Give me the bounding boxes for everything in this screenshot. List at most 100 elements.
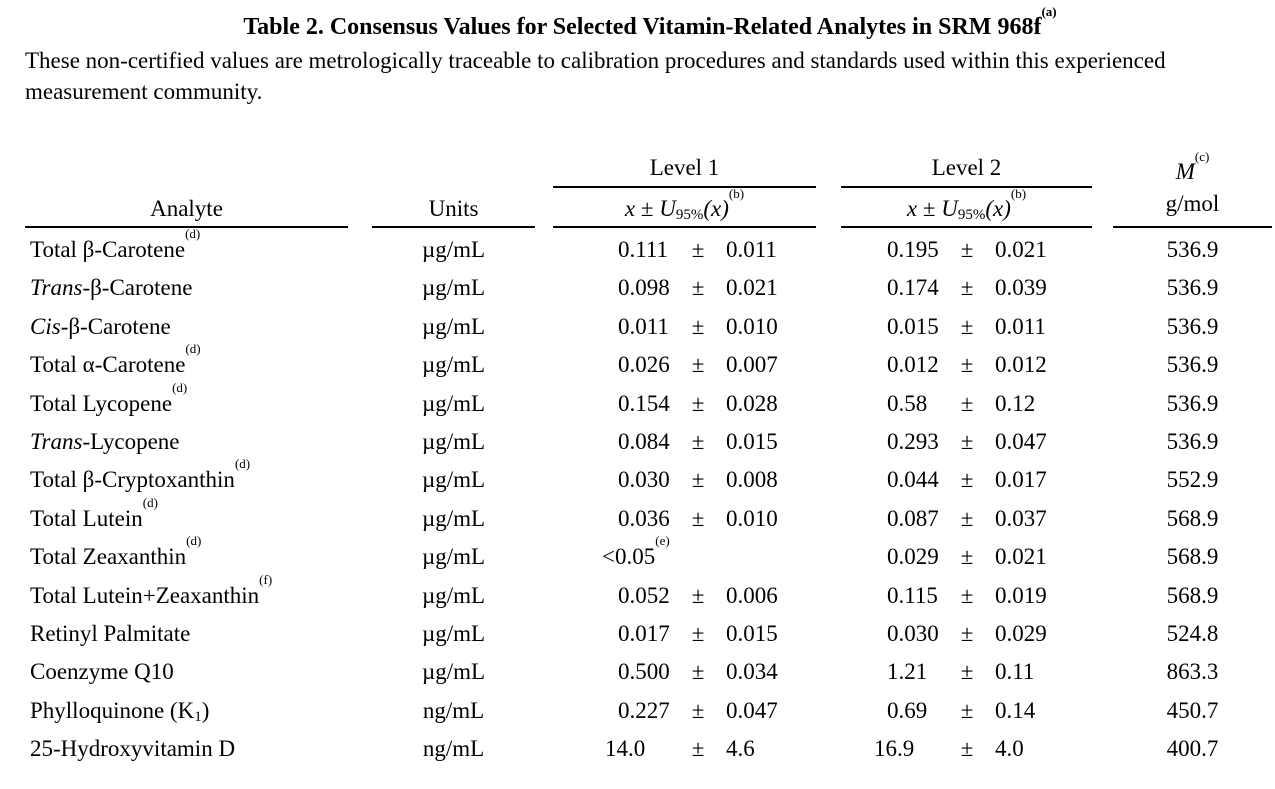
analyte-prefix: Phylloquinone (K xyxy=(30,698,195,723)
analyte-name: Cis-β-Carotene xyxy=(30,313,171,341)
level1-uncertainty: 0.015 xyxy=(726,621,778,646)
analyte-suffix: -β-Carotene xyxy=(60,314,171,339)
level1-value-text: 0.017 xyxy=(618,621,670,646)
level2-plus-minus: ± xyxy=(960,275,974,300)
level1-value: 0.017 xyxy=(618,620,670,648)
analyte-footnote-mark: (d) xyxy=(172,380,188,395)
level1-value-text: 0.227 xyxy=(618,698,670,723)
units-header-rule xyxy=(372,226,535,228)
molar-mass-cell: 568.9 xyxy=(1166,506,1219,531)
level2-uncertainty: 0.021 xyxy=(995,544,1047,569)
level1-value-text: 0.111 xyxy=(618,237,669,262)
level1-value-text: 0.011 xyxy=(618,314,669,339)
level2-value: 0.293 xyxy=(887,429,939,454)
analyte-name: Total α-Carotene(d) xyxy=(30,342,201,379)
units-cell: µg/mL xyxy=(421,583,486,608)
analyte-name: Coenzyme Q10 xyxy=(30,658,174,686)
level1-plus-minus: ± xyxy=(691,429,705,454)
title-footnote-mark: (a) xyxy=(1041,4,1057,19)
level1-group-rule xyxy=(553,186,816,188)
level1-value-text: 0.036 xyxy=(618,506,670,531)
analyte-name: Trans-Lycopene xyxy=(30,428,180,456)
molar-mass-cell: 400.7 xyxy=(1166,736,1219,761)
level2-uncertainty: 0.037 xyxy=(995,506,1047,531)
analyte-name: Total Lycopene(d) xyxy=(30,381,187,418)
analyte-name: Total Lutein+Zeaxanthin(f) xyxy=(30,573,272,610)
level1-uncertainty: 0.021 xyxy=(726,275,778,300)
level1-value-text: 14.0 xyxy=(605,736,646,761)
level2-header-rule xyxy=(841,226,1092,228)
level1-value-text: 0.154 xyxy=(618,391,670,416)
level1-value: 0.026 xyxy=(618,351,670,379)
analyte-name: Total β-Carotene(d) xyxy=(30,227,200,264)
molar-mass-cell: 536.9 xyxy=(1166,237,1219,262)
level1-plus-minus: ± xyxy=(691,237,705,262)
units-cell: µg/mL xyxy=(421,314,486,339)
level1-value-text: 0.084 xyxy=(618,429,670,454)
level1-plus-minus: ± xyxy=(691,736,705,761)
analyte-prefix: Total Lycopene xyxy=(30,391,173,416)
analyte-footnote-mark: (d) xyxy=(142,495,158,510)
analyte-prefix: Total Zeaxanthin xyxy=(30,544,187,569)
analyte-header-rule xyxy=(25,226,348,228)
level2-plus-minus: ± xyxy=(960,659,974,684)
level1-value: 0.036 xyxy=(618,505,670,533)
level1-value: 0.227 xyxy=(618,697,670,725)
molar-mass-cell: 568.9 xyxy=(1166,583,1219,608)
level1-uncertainty: 4.6 xyxy=(726,736,755,761)
analyte-header: Analyte xyxy=(150,196,223,221)
analyte-prefix: 25-Hydroxyvitamin D xyxy=(30,736,236,761)
level2-plus-minus: ± xyxy=(960,583,974,608)
level2-uncertainty: 4.0 xyxy=(995,736,1024,761)
units-cell: µg/mL xyxy=(421,659,486,684)
level2-uncertainty-header: x ± U95%(x)(b) xyxy=(906,186,1027,223)
table-title: Table 2. Consensus Values for Selected V… xyxy=(243,4,1057,40)
level1-value-text: 0.030 xyxy=(618,467,670,492)
units-cell: ng/mL xyxy=(422,698,485,723)
analyte-italic: Trans xyxy=(30,275,83,300)
level2-plus-minus: ± xyxy=(960,237,974,262)
analyte-footnote-mark: (d) xyxy=(185,341,201,356)
analyte-name: Retinyl Palmitate xyxy=(30,620,190,648)
level2-uncertainty: 0.011 xyxy=(995,314,1046,339)
analyte-footnote-mark: (f) xyxy=(259,572,273,587)
level2-group-rule xyxy=(841,186,1092,188)
analyte-subscript: 1 xyxy=(194,709,202,725)
level2-value: 0.015 xyxy=(887,314,939,339)
level1-value-text: 0.500 xyxy=(618,659,670,684)
level2-uncertainty: 0.029 xyxy=(995,621,1047,646)
analyte-footnote-mark: (d) xyxy=(186,533,202,548)
level1-uncertainty: 0.034 xyxy=(726,659,778,684)
level2-plus-minus: ± xyxy=(960,429,974,454)
level1-uncertainty-header: x ± U95%(x)(b) xyxy=(624,186,745,223)
analyte-prefix: Total α-Carotene xyxy=(30,352,186,377)
level1-value-text: 0.098 xyxy=(618,275,670,300)
level2-uncertainty: 0.047 xyxy=(995,429,1047,454)
units-cell: µg/mL xyxy=(421,352,486,377)
analyte-suffix: -β-Carotene xyxy=(82,275,193,300)
level1-plus-minus: ± xyxy=(691,621,705,646)
level2-plus-minus: ± xyxy=(960,391,974,416)
units-cell: µg/mL xyxy=(421,544,486,569)
level2-value: 0.044 xyxy=(887,467,939,492)
analyte-prefix: Total β-Carotene xyxy=(30,237,186,262)
level1-uncertainty: 0.015 xyxy=(726,429,778,454)
analyte-name: Trans-β-Carotene xyxy=(30,274,192,302)
molar-mass-cell: 524.8 xyxy=(1166,621,1219,646)
level2-plus-minus: ± xyxy=(960,467,974,492)
analyte-prefix: Total Lutein+Zeaxanthin xyxy=(30,583,260,608)
units-cell: µg/mL xyxy=(421,621,486,646)
level1-value: 0.084 xyxy=(618,428,670,456)
units-header: Units xyxy=(428,196,479,221)
level2-value: 1.21 xyxy=(887,659,928,684)
molar-mass-units-header: g/mol xyxy=(1165,191,1220,216)
level1-uncertainty: 0.047 xyxy=(726,698,778,723)
level1-plus-minus: ± xyxy=(691,659,705,684)
analyte-footnote-mark: (d) xyxy=(185,226,201,241)
units-cell: µg/mL xyxy=(421,237,486,262)
level1-uncertainty: 0.028 xyxy=(726,391,778,416)
molar-mass-cell: 450.7 xyxy=(1166,698,1219,723)
level2-value: 16.9 xyxy=(874,736,915,761)
level2-value: 0.030 xyxy=(887,621,939,646)
level2-value: 0.115 xyxy=(887,583,938,608)
